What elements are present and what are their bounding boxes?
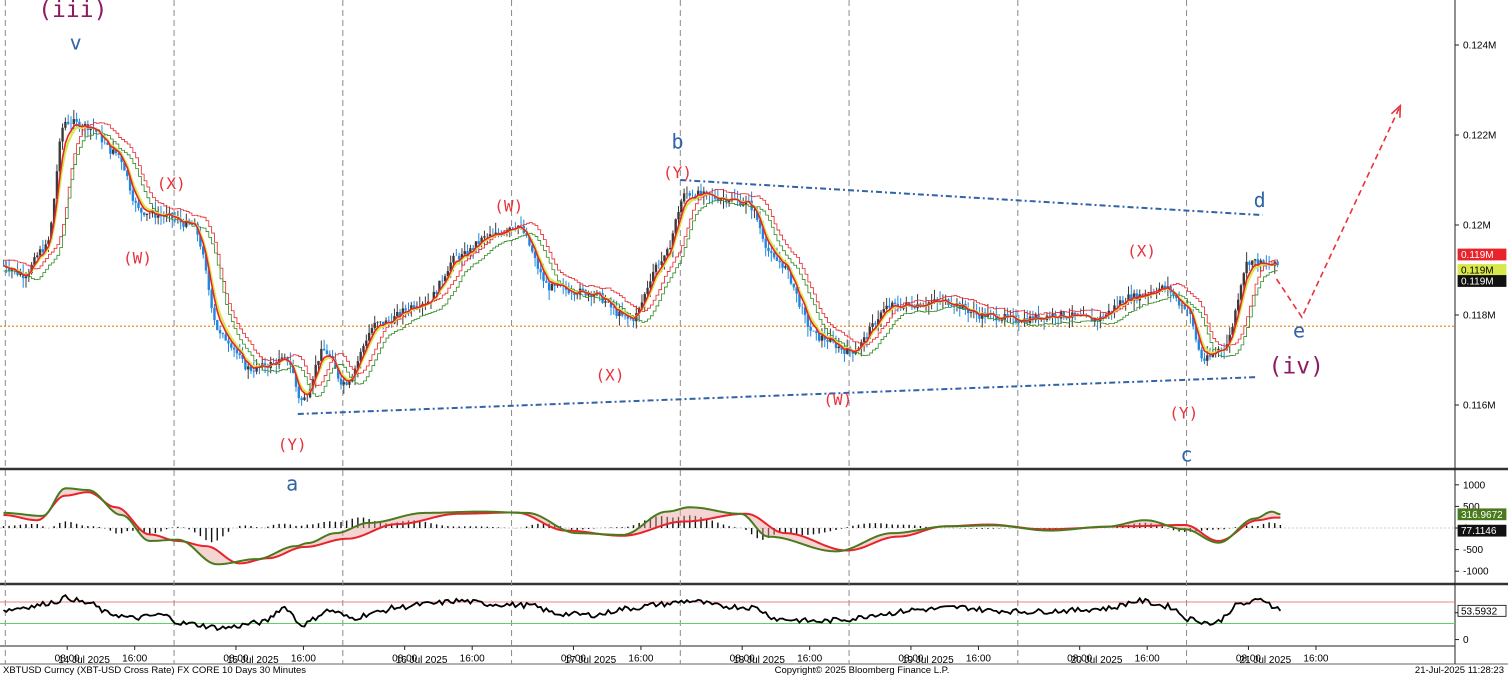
wave-label: (W) — [494, 197, 523, 216]
moving-average-red — [3, 123, 1278, 396]
date-label: 15 Jul 2025 — [227, 655, 279, 666]
wave-label: a — [286, 472, 298, 496]
macd-tick-label: 1000 — [1463, 480, 1486, 491]
wave-label: (W) — [123, 248, 152, 267]
axes: 0.124M0.122M0.12M0.118M0.116M0.119M0.119… — [55, 41, 1507, 666]
wave-label: (Y) — [1169, 404, 1198, 423]
footer: XBTUSD Curncy (XBT-USD Cross Rate) FX CO… — [3, 665, 1504, 676]
price-tick-label: 0.124M — [1463, 41, 1496, 52]
wave-label: b — [671, 130, 683, 154]
time-tick-label: 08:00 — [1236, 653, 1261, 664]
price-tag: 0.119M — [1461, 250, 1494, 261]
projection-arrowhead — [1390, 103, 1402, 118]
footer-copyright: Copyright© 2025 Bloomberg Finance L.P. — [775, 665, 950, 676]
price-tick-label: 0.118M — [1463, 311, 1496, 322]
time-tick-label: 16:00 — [797, 653, 822, 664]
date-label: 16 Jul 2025 — [396, 655, 448, 666]
channel-trendline — [297, 376, 1257, 415]
price-tag-bg — [1457, 275, 1507, 287]
channel-trendline — [680, 179, 1263, 217]
date-label: 14 Jul 2025 — [58, 655, 110, 666]
price-tick-label: 0.12M — [1463, 221, 1491, 232]
wave-label: (W) — [823, 390, 852, 409]
date-label: 18 Jul 2025 — [733, 655, 785, 666]
time-tick-label: 08:00 — [223, 653, 248, 664]
time-tick-label: 08:00 — [1067, 653, 1092, 664]
rsi-tag-bg — [1457, 604, 1507, 617]
time-tick-label: 16:00 — [122, 653, 147, 664]
time-tick-label: 08:00 — [55, 653, 80, 664]
macd-tick-label: -500 — [1463, 545, 1483, 556]
macd-tick-label: -1000 — [1463, 567, 1489, 578]
date-label: 20 Jul 2025 — [1071, 655, 1123, 666]
price-tag-bg — [1457, 248, 1507, 261]
macd-line — [3, 487, 1281, 566]
date-label: 21 Jul 2025 — [1239, 655, 1291, 666]
rsi-tick-label: 0 — [1463, 635, 1469, 646]
time-tick-label: 16:00 — [1303, 653, 1328, 664]
date-label: 17 Jul 2025 — [564, 655, 616, 666]
time-tick-label: 16:00 — [291, 653, 316, 664]
wave-label: e — [1293, 319, 1305, 343]
time-tick-label: 16:00 — [966, 653, 991, 664]
price-tick-label: 0.116M — [1463, 401, 1496, 412]
price-tag: 0.119M — [1461, 277, 1494, 288]
time-tick-label: 08:00 — [392, 653, 417, 664]
macd-tag-bg — [1457, 508, 1507, 521]
footer-timestamp: 21-Jul-2025 11:28:23 — [1415, 665, 1504, 676]
macd-signal-tag: 77.1146 — [1461, 526, 1497, 537]
macd-panel — [0, 487, 1455, 566]
wave-label: d — [1254, 188, 1266, 212]
wave-label: (X) — [596, 365, 625, 384]
wave-label: (Y) — [278, 435, 307, 454]
wave-label: c — [1181, 442, 1193, 466]
time-tick-label: 16:00 — [1135, 653, 1160, 664]
macd-tick-label: 500 — [1463, 502, 1480, 513]
projection-path — [1275, 105, 1402, 319]
wave-label: (X) — [157, 174, 186, 193]
macd-signal-tag-bg — [1457, 524, 1507, 537]
rsi-tag: 53.5932 — [1461, 606, 1498, 617]
time-tick-label: 08:00 — [898, 653, 923, 664]
time-tick-label: 16:00 — [460, 653, 485, 664]
rsi-panel — [0, 594, 1455, 632]
price-panel: (iii) v (X) (W) (Y) a (W) (X) b (Y) (W) (X) (Y) c d e (i… — [0, 0, 1455, 496]
price-tag: 0.119M — [1461, 266, 1494, 277]
time-tick-label: 08:00 — [561, 653, 586, 664]
wave-label: (X) — [1127, 242, 1156, 261]
footer-security-label: XBTUSD Curncy (XBT-USD Cross Rate) FX CO… — [3, 665, 306, 676]
step-line-green — [3, 133, 1278, 397]
rsi-line — [3, 594, 1282, 632]
time-tick-label: 16:00 — [628, 653, 653, 664]
price-tick-label: 0.122M — [1463, 131, 1496, 142]
date-label: 19 Jul 2025 — [902, 655, 954, 666]
wave-label: v — [70, 31, 82, 55]
step-line-red — [3, 122, 1278, 387]
wave-label: (Y) — [663, 163, 692, 182]
wave-label: (iii) — [38, 0, 107, 23]
time-tick-label: 08:00 — [730, 653, 755, 664]
macd-tag: 316.9672 — [1461, 510, 1503, 521]
wave-label: (iv) — [1269, 354, 1324, 380]
